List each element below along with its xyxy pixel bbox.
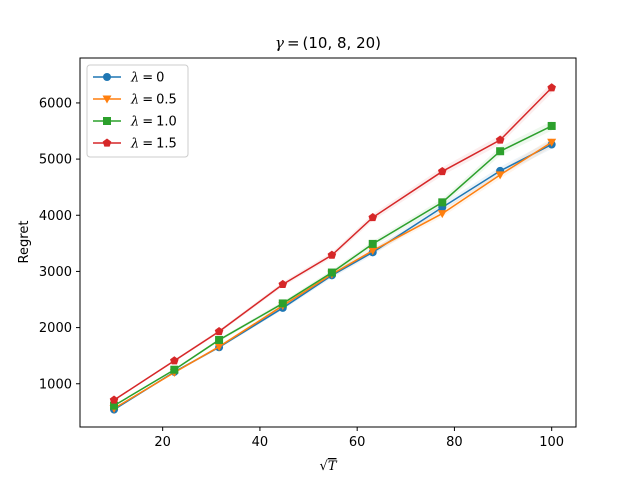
legend-equals: = — [142, 93, 153, 108]
y-tick-label: 2000 — [39, 321, 72, 336]
data-point — [496, 147, 505, 156]
legend-equals: = — [142, 137, 153, 152]
data-point — [215, 335, 224, 344]
y-tick-label: 5000 — [39, 153, 72, 168]
data-point — [368, 247, 378, 256]
y-tick-label: 4000 — [39, 209, 72, 224]
x-axis-label-symbol: T — [328, 459, 338, 474]
legend-item: λ = 0 — [93, 71, 164, 86]
legend-item: λ = 1.0 — [93, 115, 177, 130]
legend-item: λ = 1.5 — [93, 137, 177, 152]
data-point — [547, 138, 557, 147]
data-point — [109, 395, 119, 404]
x-tick-label: 100 — [539, 435, 564, 450]
legend-symbol: λ — [130, 115, 139, 130]
y-tick-label: 1000 — [39, 377, 72, 392]
x-tick-label: 80 — [446, 435, 463, 450]
data-point — [438, 198, 447, 207]
data-point — [327, 268, 336, 277]
series-3 — [109, 83, 556, 404]
legend-value: 1.5 — [156, 137, 177, 152]
x-tick-label: 60 — [349, 435, 366, 450]
legend-box — [86, 64, 189, 158]
legend: λ = 0λ = 0.5λ = 1.0λ = 1.5 — [86, 64, 189, 158]
data-point — [327, 250, 337, 259]
series-band — [114, 121, 552, 407]
data-point — [110, 401, 119, 410]
x-axis-label-prefix: √ — [320, 459, 329, 474]
data-point — [495, 171, 505, 180]
x-axis-label: √T — [320, 459, 338, 474]
data-point — [170, 356, 179, 365]
legend-symbol: λ — [130, 137, 139, 152]
legend-label: λ = 0 — [130, 71, 164, 86]
legend-marker — [103, 73, 111, 81]
data-point — [278, 299, 287, 308]
title-symbol: γ — [275, 34, 284, 52]
legend-label: λ = 1.5 — [130, 137, 177, 152]
y-tick-label: 6000 — [39, 96, 72, 111]
data-point — [368, 239, 377, 248]
legend-value: 0 — [156, 71, 164, 86]
data-point — [547, 121, 556, 130]
data-point — [170, 365, 179, 374]
data-point — [437, 210, 447, 219]
series-line — [113, 125, 553, 407]
legend-label: λ = 1.0 — [130, 115, 177, 130]
series-lines — [109, 83, 557, 414]
chart-title: γ = (10, 8, 20) — [275, 34, 381, 52]
legend-marker — [102, 138, 112, 147]
x-tick-label: 40 — [252, 435, 269, 450]
y-axis-label: Regret — [17, 221, 32, 264]
data-point — [214, 343, 224, 352]
legend-value: 1.0 — [156, 115, 177, 130]
data-point — [437, 166, 447, 176]
axes-ticks: 20 40 60 80 100 1000 2000 3000 4000 5000 6000 — [39, 96, 564, 450]
x-tick-label: 20 — [154, 435, 171, 450]
plot-area-frame — [79, 57, 577, 428]
legend-marker — [102, 95, 112, 104]
legend-equals: = — [142, 71, 153, 86]
legend-equals: = — [142, 115, 153, 130]
legend-symbol: λ — [130, 71, 139, 86]
legend-item: λ = 0.5 — [93, 93, 177, 108]
data-point — [278, 279, 288, 288]
data-point — [547, 83, 556, 92]
data-point — [214, 327, 224, 336]
legend-label: λ = 0.5 — [130, 93, 177, 108]
legend-marker — [103, 117, 111, 125]
legend-value: 0.5 — [156, 93, 177, 108]
title-value: (10, 8, 20) — [303, 34, 382, 52]
y-tick-label: 3000 — [39, 265, 72, 280]
data-point — [368, 213, 378, 222]
data-point — [495, 135, 505, 144]
legend-symbol: λ — [130, 93, 139, 108]
series-2 — [110, 121, 556, 410]
